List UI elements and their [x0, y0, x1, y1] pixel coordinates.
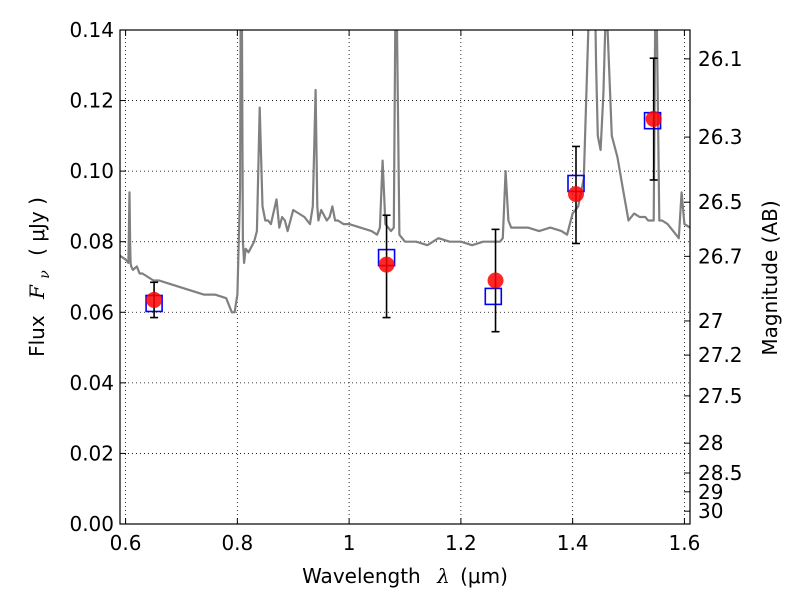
x-tick-label: 1.6 [669, 531, 701, 555]
plot-frame [119, 29, 691, 525]
observed-flux-point [487, 272, 504, 289]
observed-flux-point [146, 291, 163, 308]
y-axis-label: Flux F ν ( μJy ) [25, 197, 54, 357]
observed-flux-point [378, 256, 395, 273]
mag-tick-label: 28 [698, 431, 723, 455]
x-tick-label: 0.8 [221, 531, 253, 555]
y2-axis-label: Magnitude (AB) [758, 200, 782, 355]
plot-area [120, 30, 690, 333]
y-tick-label: 0.04 [69, 371, 114, 395]
mag-tick-label: 30 [698, 499, 723, 523]
mag-tick-label: 27 [698, 309, 723, 333]
y-tick-label: 0.10 [69, 159, 114, 183]
x-tick-label: 0.6 [110, 531, 142, 555]
y-tick-label: 0.02 [69, 441, 114, 465]
mag-tick-label: 26.5 [698, 190, 743, 214]
model-spectrum-line [120, 30, 690, 314]
mag-tick-label: 28.5 [698, 461, 743, 485]
x-tick-label: 1.4 [557, 531, 589, 555]
x-axis-label: Wavelength λ (μm) [302, 564, 508, 588]
mag-tick-label: 29 [698, 480, 723, 504]
axis-ticks: 0.6 0.8 1 1.2 1.4 1.6 0.00 0.02 0.04 0.06 0.08 0.10… [69, 18, 742, 555]
mag-tick-label: 27.2 [698, 343, 743, 367]
mag-tick-label: 26.1 [698, 47, 743, 71]
y-tick-label: 0.12 [69, 89, 114, 113]
y-tick-label: 0.08 [69, 230, 114, 254]
observed-flux-point [645, 110, 662, 127]
mag-tick-label: 26.3 [698, 125, 743, 149]
x-tick-label: 1 [343, 531, 356, 555]
mag-tick-label: 27.5 [698, 384, 743, 408]
mag-tick-label: 26.7 [698, 244, 743, 268]
x-tick-label: 1.2 [445, 531, 477, 555]
model-photometry-box [484, 287, 503, 306]
y-tick-label: 0.06 [69, 300, 114, 324]
y-tick-label: 0.00 [69, 512, 114, 536]
y-tick-label: 0.14 [69, 18, 114, 42]
observed-flux-point [568, 186, 584, 203]
grid [120, 29, 690, 525]
